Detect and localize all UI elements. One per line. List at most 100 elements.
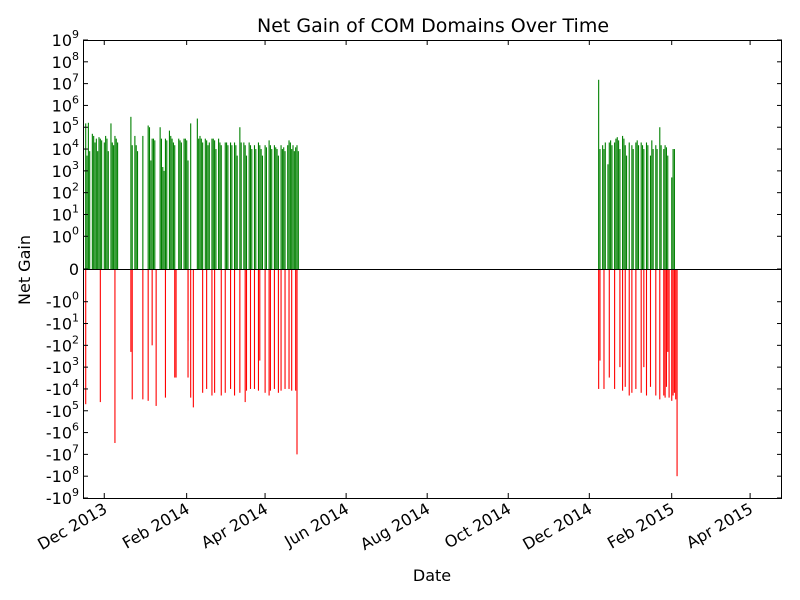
bar-positive xyxy=(218,138,220,269)
bar-positive xyxy=(641,145,644,269)
bar-negative xyxy=(233,269,236,396)
bar-negative xyxy=(190,269,192,398)
bar-positive xyxy=(651,140,653,269)
bar-positive xyxy=(281,149,283,269)
y-tick-label: -106 xyxy=(46,421,79,443)
y-tick-label: 103 xyxy=(52,159,79,181)
y-axis-ticks: 1091081071061051041031021011000-100-101-… xyxy=(46,28,782,508)
bar-positive xyxy=(131,145,133,269)
bar-positive xyxy=(631,145,633,269)
bar-positive xyxy=(114,135,116,269)
bar-positive xyxy=(283,147,285,269)
bar-positive xyxy=(154,140,156,269)
chart-title: Net Gain of COM Domains Over Time xyxy=(257,15,609,37)
bar-negative xyxy=(214,269,216,393)
bar-positive xyxy=(160,138,162,269)
bar-negative xyxy=(614,269,616,389)
bar-negative xyxy=(114,269,116,443)
y-tick-label: -108 xyxy=(46,464,79,486)
bar-positive xyxy=(611,145,613,269)
bar-positive xyxy=(117,142,119,269)
bar-negative xyxy=(264,269,266,393)
y-tick-label: 105 xyxy=(52,115,79,137)
x-tick-label: Feb 2015 xyxy=(604,499,678,553)
y-tick-label: -101 xyxy=(46,312,79,334)
bar-positive xyxy=(261,155,263,269)
bar-positive xyxy=(204,138,206,269)
bar-positive xyxy=(101,140,103,269)
y-tick-label: 109 xyxy=(52,28,79,50)
bar-positive xyxy=(608,142,610,269)
bar-negative xyxy=(640,269,642,393)
bar-positive xyxy=(287,145,289,269)
bar-positive xyxy=(289,142,291,269)
bar-positive xyxy=(660,145,662,269)
bar-negative xyxy=(624,269,626,387)
bar-positive xyxy=(224,142,226,269)
bar-negative xyxy=(284,269,286,389)
bar-positive xyxy=(215,149,217,269)
bar-positive xyxy=(276,149,278,269)
bar-positive xyxy=(244,145,246,269)
bar-positive xyxy=(293,151,295,269)
bar-positive xyxy=(264,145,266,269)
bar-negative xyxy=(220,269,222,396)
bar-positive xyxy=(97,151,99,269)
bar-positive xyxy=(265,147,267,269)
bar-positive xyxy=(259,145,261,269)
bar-positive xyxy=(635,142,637,269)
bar-positive xyxy=(291,149,293,269)
x-tick-label: Dec 2014 xyxy=(519,499,595,554)
bar-positive xyxy=(673,149,675,269)
bar-negative xyxy=(211,269,213,396)
y-tick-label: -100 xyxy=(46,290,79,312)
bar-negative xyxy=(239,269,241,393)
bar-negative xyxy=(277,269,279,393)
bar-positive xyxy=(268,140,270,269)
bar-negative xyxy=(291,269,293,391)
bar-negative xyxy=(635,269,637,389)
bar-negative xyxy=(249,269,252,389)
bar-negative xyxy=(659,269,661,400)
bar-positive xyxy=(624,145,626,269)
bar-positive xyxy=(170,135,172,269)
bar-negative xyxy=(273,269,275,389)
bar-positive xyxy=(91,133,93,269)
bar-negative xyxy=(675,269,677,400)
bar-negative xyxy=(174,269,176,378)
bar-positive xyxy=(277,155,279,269)
bar-positive xyxy=(645,142,648,269)
bar-negative xyxy=(673,269,675,393)
bar-negative xyxy=(151,269,153,346)
bar-negative xyxy=(230,269,232,389)
bar-positive xyxy=(200,138,202,269)
bar-negative xyxy=(164,269,166,398)
bar-positive xyxy=(643,149,645,269)
bar-negative xyxy=(295,269,297,391)
bar-positive xyxy=(85,123,87,270)
bar-positive xyxy=(652,149,654,269)
bar-positive xyxy=(187,160,189,269)
bar-negative xyxy=(631,269,633,393)
bar-negative xyxy=(676,269,678,477)
bar-negative xyxy=(655,269,657,396)
bar-positive xyxy=(186,140,188,269)
bar-negative xyxy=(192,269,194,408)
bar-positive xyxy=(239,127,241,270)
bar-negative xyxy=(667,269,669,352)
bar-positive xyxy=(255,149,257,269)
bar-positive xyxy=(602,145,604,269)
bar-positive xyxy=(292,145,294,269)
bar-negative xyxy=(202,269,204,393)
bar-positive xyxy=(212,138,214,269)
bar-positive xyxy=(640,142,642,269)
bar-positive xyxy=(616,137,618,269)
bar-positive xyxy=(607,164,609,269)
bar-positive xyxy=(219,142,221,269)
bar-positive xyxy=(604,142,606,269)
bar-negative xyxy=(665,269,667,387)
bar-positive xyxy=(183,138,185,269)
bar-positive xyxy=(95,138,97,269)
bar-positive xyxy=(610,140,612,269)
bar-positive xyxy=(665,147,667,269)
